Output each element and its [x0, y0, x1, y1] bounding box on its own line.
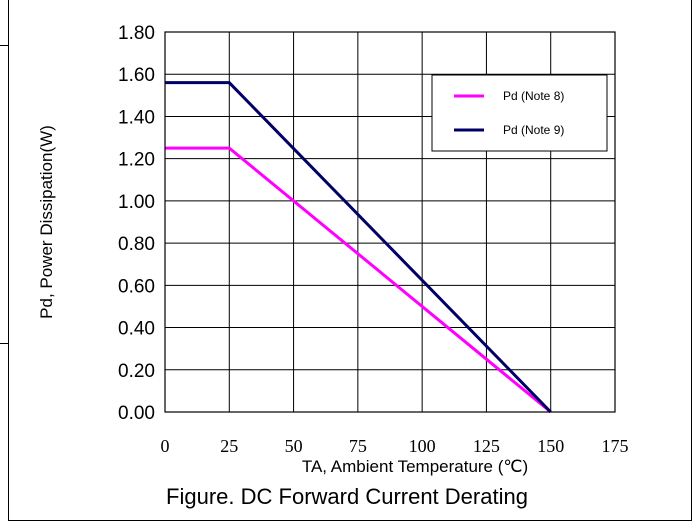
x-tick-label: 0: [161, 436, 170, 456]
legend: Pd (Note 8) Pd (Note 9): [432, 75, 607, 151]
y-tick-label: 0.00: [118, 403, 155, 424]
y-tick-label: 1.60: [118, 65, 155, 86]
chart-title: Figure. DC Forward Current Derating: [0, 484, 694, 510]
y-tick-label: 1.80: [118, 23, 155, 44]
y-tick-label: 0.40: [118, 319, 155, 340]
x-tick-label: 100: [409, 436, 436, 456]
legend-entry: Pd (Note 9): [503, 123, 564, 137]
x-tick-label: 50: [285, 436, 303, 456]
y-tick-label: 0.60: [118, 276, 155, 297]
x-tick-labels: 0 25 50 75 100 125 150 175: [161, 436, 629, 456]
y-tick-label: 1.20: [118, 150, 155, 171]
y-tick-label: 1.40: [118, 107, 155, 128]
legend-box: [432, 75, 607, 151]
x-tick-label: 25: [220, 436, 238, 456]
y-tick-label: 0.20: [118, 361, 155, 382]
x-axis-label: TA, Ambient Temperature (℃): [302, 457, 528, 476]
y-axis-label: Pd, Power Dissipation(W): [37, 125, 56, 319]
x-tick-label: 150: [537, 436, 564, 456]
legend-entry: Pd (Note 8): [503, 89, 564, 103]
x-tick-label: 175: [602, 436, 629, 456]
y-tick-labels: 0.00 0.20 0.40 0.60 0.80 1.00 1.20 1.40 1.60 1.80: [118, 23, 155, 424]
y-tick-label: 1.00: [118, 192, 155, 213]
y-tick-label: 0.80: [118, 234, 155, 255]
x-tick-label: 125: [473, 436, 500, 456]
x-tick-label: 75: [349, 436, 367, 456]
